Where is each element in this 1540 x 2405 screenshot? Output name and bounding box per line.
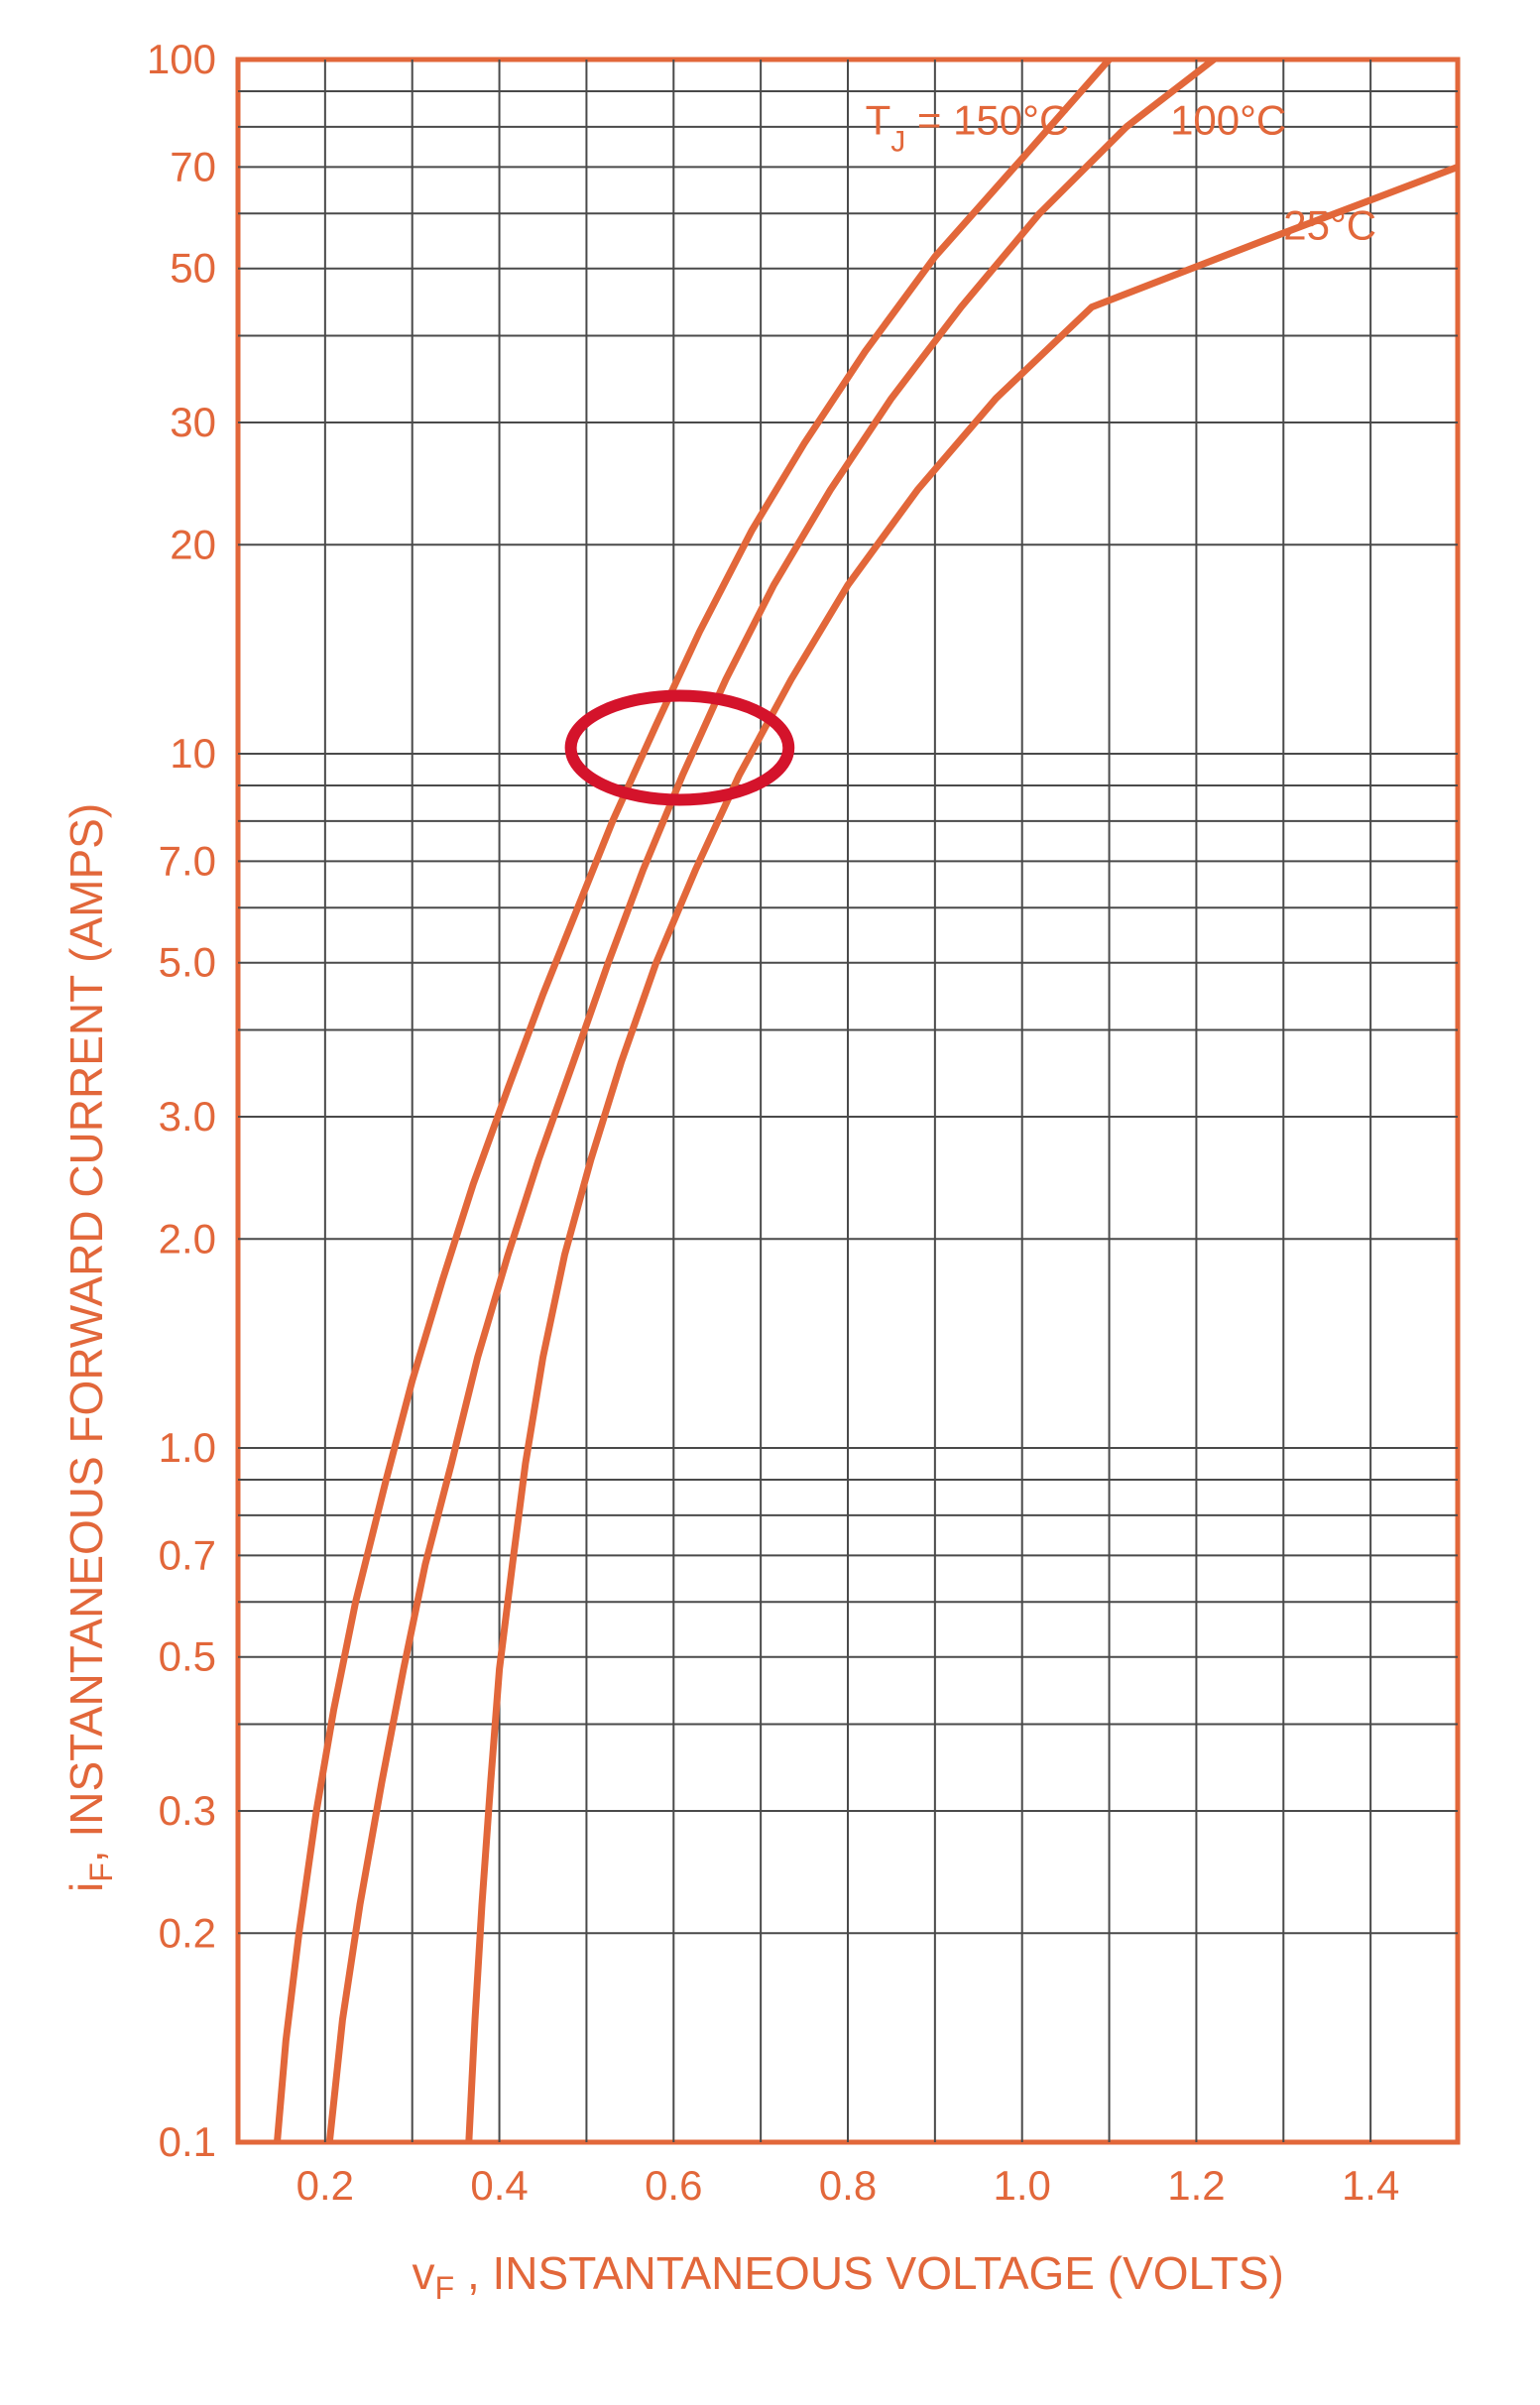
y-axis-title: iF, INSTANTANEOUS FORWARD CURRENT (AMPS) [59,803,120,1892]
series-25°C [469,167,1458,2142]
y-tick-label: 0.1 [159,2118,216,2165]
series-100°C [329,60,1214,2142]
chart-svg: 0.2 0.4 0.6 0.8 1.0 1.2 1.4 0.1 0.2 0.3 0.5 0.7 1.0 2… [0,0,1540,2405]
y-tick-label: 3.0 [159,1093,216,1140]
y-tick-label: 70 [170,143,216,189]
y-tick-label: 1.0 [159,1424,216,1471]
y-tick-label: 20 [170,521,216,567]
y-tick-label: 0.7 [159,1531,216,1578]
x-title-prefix: v [413,2247,435,2299]
y-tick-label: 0.3 [159,1787,216,1834]
x-tick-label: 1.2 [1167,2162,1225,2209]
y-tick-label: 0.2 [159,1909,216,1956]
y-tick-label: 0.5 [159,1633,216,1680]
y-title-rest: , INSTANTANEOUS FORWARD CURRENT (AMPS) [60,803,112,1863]
x-axis-title: vF , INSTANTANEOUS VOLTAGE (VOLTS) [413,2246,1284,2307]
x-tick-label: 0.6 [645,2162,702,2209]
x-title-rest: , INSTANTANEOUS VOLTAGE (VOLTS) [454,2247,1284,2299]
x-tick-label: 0.8 [819,2162,877,2209]
y-title-sub: F [83,1863,119,1882]
x-tick-label: 0.2 [296,2162,354,2209]
x-title-sub: F [435,2270,455,2306]
y-tick-label: 10 [170,730,216,777]
y-tick-label: 7.0 [159,837,216,884]
series-label: TJ = 150°C [866,97,1070,159]
series-TJ=150°C [278,60,1110,2142]
chart-page: 0.2 0.4 0.6 0.8 1.0 1.2 1.4 0.1 0.2 0.3 0.5 0.7 1.0 2… [0,0,1540,2405]
y-tick-label: 5.0 [159,939,216,986]
series-label: 100°C [1170,97,1286,144]
y-tick-label: 100 [147,36,216,82]
x-tick-label: 1.4 [1342,2162,1399,2209]
series-label: 25°C [1283,202,1376,249]
y-tick-label: 2.0 [159,1215,216,1262]
x-tick-label: 1.0 [994,2162,1051,2209]
x-tick-label: 0.4 [470,2162,528,2209]
y-tick-label: 30 [170,399,216,445]
series-group [278,60,1459,2142]
y-tick-label: 50 [170,245,216,292]
y-title-prefix: i [60,1882,112,1892]
